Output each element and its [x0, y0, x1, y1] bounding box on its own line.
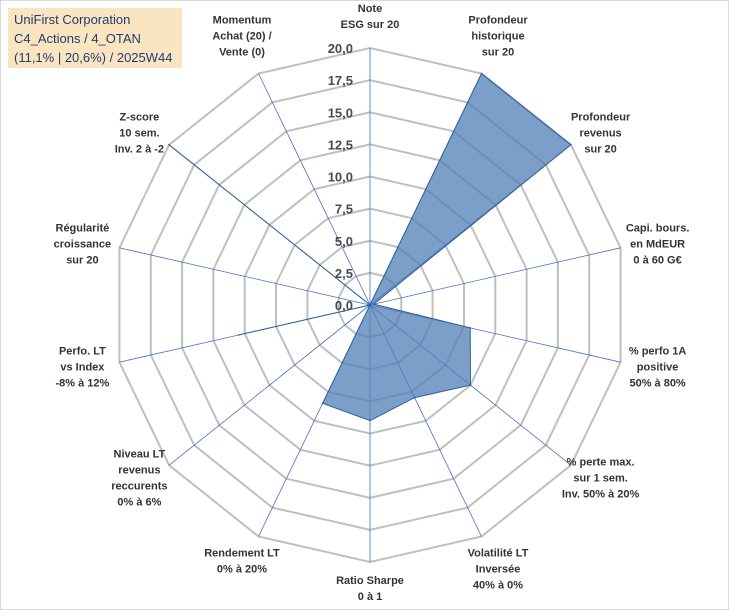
tick-label: 2,5 — [335, 266, 353, 281]
axis-label-line: Inversée — [476, 564, 521, 576]
axis-label-1: Profondeur historique sur 20 — [468, 14, 528, 58]
axis-label-9: Niveau LT revenus reccurents 0% à 6% — [111, 449, 167, 509]
axis-label-7: Ratio Sharpe 0 à 1 — [336, 575, 404, 603]
axis-label-line: 0% à 6% — [117, 497, 161, 509]
spoke-3 — [369, 247, 621, 306]
info-box: UniFirst Corporation C4_Actions / 4_OTAN… — [8, 8, 182, 68]
company-name: UniFirst Corporation — [14, 12, 131, 27]
axis-label-line: 0 à 1 — [358, 591, 382, 603]
axis-label-4: % perfo 1A positive 50% à 80% — [629, 346, 687, 390]
axis-label-line: sur 1 sem. — [573, 473, 627, 485]
data-point-6 — [413, 396, 416, 399]
axis-label-0: Note ESG sur 20 — [341, 3, 400, 31]
axis-label-line: vs Index — [60, 362, 105, 374]
tick-label: 15,0 — [328, 105, 353, 120]
axis-label-8: Rendement LT 0% à 20% — [204, 548, 280, 576]
data-point-5 — [469, 384, 472, 386]
axis-label-line: % perte max. — [567, 457, 635, 469]
data-point-4 — [469, 327, 472, 329]
axis-label-line: historique — [471, 30, 524, 42]
data-point-13 — [369, 304, 371, 306]
axis-label-2: Profondeur revenus sur 20 — [571, 111, 631, 155]
axis-label-13: Momentum Achat (20) / Vente (0) — [212, 14, 271, 58]
axis-label-line: en MdEUR — [630, 238, 685, 250]
portfolio-path: C4_Actions / 4_OTAN — [14, 31, 141, 46]
tick-label: 5,0 — [335, 234, 353, 249]
axis-label-line: Inv. 50% à 20% — [562, 489, 640, 501]
axis-label-line: Régularité — [56, 222, 110, 234]
axis-label-line: Profondeur — [468, 14, 528, 26]
axis-label-line: revenus — [579, 127, 621, 139]
axis-label-line: Achat (20) / — [212, 30, 271, 42]
axis-label-line: positive — [637, 362, 679, 374]
data-point-12 — [168, 144, 170, 146]
data-point-1 — [480, 72, 483, 75]
axis-label-line: sur 20 — [584, 143, 616, 155]
axis-label-line: -8% à 12% — [55, 378, 109, 390]
axis-label-line: sur 20 — [66, 254, 98, 266]
axis-label-5: % perte max. sur 1 sem. Inv. 50% à 20% — [562, 457, 640, 501]
data-point-7 — [369, 419, 371, 422]
tick-label: 17,5 — [328, 73, 353, 88]
axis-label-line: Vente (0) — [219, 46, 265, 58]
axis-label-line: 0 à 60 G€ — [633, 254, 681, 266]
period-info: (11,1% | 20,6%) / 2025W44 — [14, 50, 173, 65]
spoke-13 — [258, 73, 371, 306]
axis-label-line: Z-score — [120, 111, 160, 123]
axis-label-6: Volatilité LT Inversée 40% à 0% — [468, 548, 529, 592]
tick-label: 0,0 — [335, 298, 353, 313]
axis-label-line: Niveau LT — [114, 449, 166, 461]
axis-label-3: Capi. bours. en MdEUR 0 à 60 G€ — [626, 222, 690, 266]
tick-label: 20,0 — [328, 41, 353, 56]
data-point-10 — [237, 334, 240, 336]
axis-label-line: 10 sem. — [119, 127, 159, 139]
axis-label-line: reccurents — [111, 481, 167, 493]
tick-label: 7,5 — [335, 202, 353, 217]
axis-label-line: % perfo 1A — [629, 346, 687, 358]
spoke-9 — [168, 304, 371, 466]
axis-label-line: Capi. bours. — [626, 222, 690, 234]
series-area-0 — [168, 72, 572, 422]
axis-label-12: Z-score 10 sem. Inv. 2 à -2 — [115, 111, 164, 155]
axis-label-line: ESG sur 20 — [341, 19, 400, 31]
axis-label-11: Régularité croissance sur 20 — [54, 222, 111, 266]
axis-label-10: Perfo. LT vs Index -8% à 12% — [55, 346, 109, 390]
axis-label-line: croissance — [54, 238, 111, 250]
axis-label-line: Volatilité LT — [468, 548, 529, 560]
data-point-3 — [373, 303, 375, 305]
tick-label: 10,0 — [328, 170, 353, 185]
axis-label-line: Rendement LT — [204, 548, 280, 560]
axis-label-line: Profondeur — [571, 111, 631, 123]
axis-label-line: Inv. 2 à -2 — [115, 143, 164, 155]
axis-label-line: 40% à 0% — [473, 580, 523, 592]
axis-label-line: Ratio Sharpe — [336, 575, 404, 587]
axis-label-line: 50% à 80% — [629, 378, 685, 390]
axis-label-line: sur 20 — [482, 46, 514, 58]
spoke-11 — [119, 247, 371, 306]
axis-label-line: revenus — [118, 465, 160, 477]
axis-label-line: Note — [358, 3, 382, 15]
data-point-8 — [321, 402, 324, 405]
axis-label-line: Momentum — [213, 14, 272, 26]
data-point-2 — [570, 144, 572, 146]
tick-label: 12,5 — [328, 137, 353, 152]
axis-label-line: Perfo. LT — [59, 346, 106, 358]
axis-label-line: 0% à 20% — [217, 564, 267, 576]
